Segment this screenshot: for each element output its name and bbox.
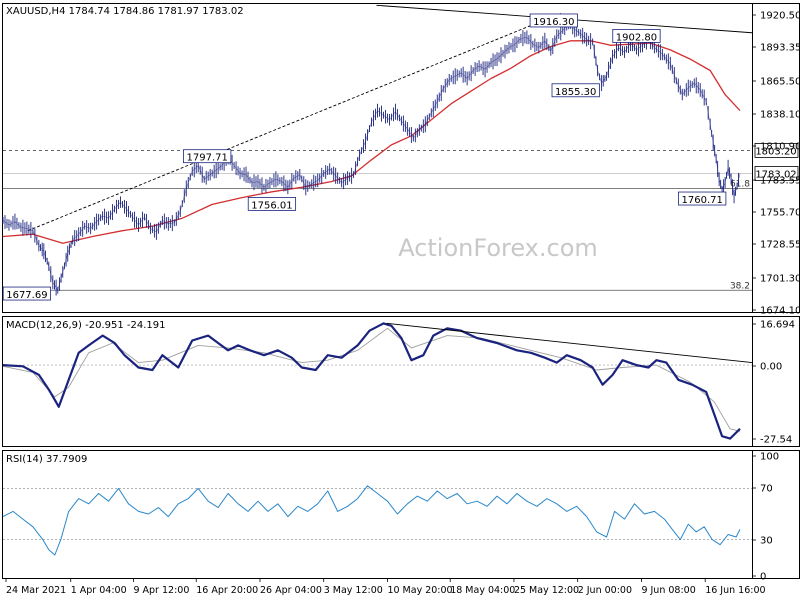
price-line (2, 23, 741, 291)
price-annotation: 1916.30 (533, 17, 574, 28)
x-tick-label: 2 Jun 00:00 (578, 585, 632, 596)
y-tick-label: 1838.10 (760, 110, 800, 121)
price-annotation-box (678, 191, 727, 206)
x-tick-label: 3 May 12:00 (324, 585, 383, 596)
price-annotation: 1797.71 (187, 153, 228, 164)
macd-trendline (386, 322, 753, 364)
fib-level-label: 61.8 (730, 179, 750, 189)
y-tick-label: 0 (760, 572, 766, 583)
macd-line (2, 322, 741, 440)
x-tick-label: 9 Jun 08:00 (641, 585, 695, 596)
y-tick-label: 1810.90 (760, 142, 800, 153)
price-annotation: 1677.69 (6, 290, 47, 301)
price-annotation-box (612, 29, 661, 43)
price-annotation-box (529, 13, 578, 28)
panel-frame-3 (2, 450, 800, 579)
price-annotation-box (247, 197, 297, 211)
panel-frame-1 (2, 3, 800, 313)
y-tick-label: 1893.35 (760, 43, 800, 54)
watermark: ActionForex.com (398, 234, 598, 262)
y-tick-label: 1755.70 (760, 208, 800, 219)
x-tick-label: 1 Apr 04:00 (71, 585, 127, 596)
y-tick-label: 0.00 (760, 362, 782, 373)
x-tick-label: 24 Mar 2021 (6, 585, 66, 596)
price-annotation-box (551, 83, 600, 98)
x-tick-label: 26 Apr 04:00 (260, 585, 322, 596)
rsi-panel-header: RSI(14) 37.7909 (6, 454, 87, 465)
price-annotation-box (2, 286, 52, 301)
level-price-label: 1803.20 (755, 146, 796, 157)
y-tick-label: 1920.50 (760, 11, 800, 22)
price-support-trendline (27, 12, 561, 232)
level-price-box (754, 166, 799, 181)
x-tick-label: 25 May 12:00 (514, 585, 579, 596)
y-tick-label: 16.694 (760, 320, 795, 331)
y-tick-label: 1728.55 (760, 240, 800, 251)
price-annotation: 1760.71 (682, 195, 723, 206)
level-price-box (754, 143, 799, 158)
x-tick-label: 10 May 20:00 (387, 585, 452, 596)
price-annotation: 1902.80 (616, 32, 657, 43)
fib-level-label: 38.2 (730, 281, 750, 291)
x-tick-label: 16 Jun 16:00 (705, 585, 765, 596)
y-tick-label: 30 (760, 536, 773, 547)
y-tick-label: 1674.10 (760, 306, 800, 317)
rsi-line (2, 485, 741, 556)
y-tick-label: -27.54 (760, 435, 792, 446)
x-tick-label: 9 Apr 12:00 (133, 585, 189, 596)
price-annotation: 1756.01 (251, 200, 292, 211)
y-tick-label: 1865.50 (760, 77, 800, 88)
price-annotation-box (183, 149, 232, 164)
y-tick-label: 70 (760, 484, 773, 495)
y-tick-label: 1783.55 (760, 176, 800, 187)
y-tick-label: 1701.30 (760, 274, 800, 285)
x-tick-label: 18 May 04:00 (450, 585, 515, 596)
price-annotation: 1855.30 (555, 87, 596, 98)
y-tick-label: 100 (760, 452, 779, 463)
price-panel-header: XAUUSD,H4 1784.74 1784.86 1781.97 1783.0… (6, 6, 244, 17)
macd-panel-header: MACD(12,26,9) -20.951 -24.191 (6, 320, 166, 331)
x-tick-label: 16 Apr 20:00 (196, 585, 258, 596)
level-price-label: 1783.02 (755, 169, 796, 180)
